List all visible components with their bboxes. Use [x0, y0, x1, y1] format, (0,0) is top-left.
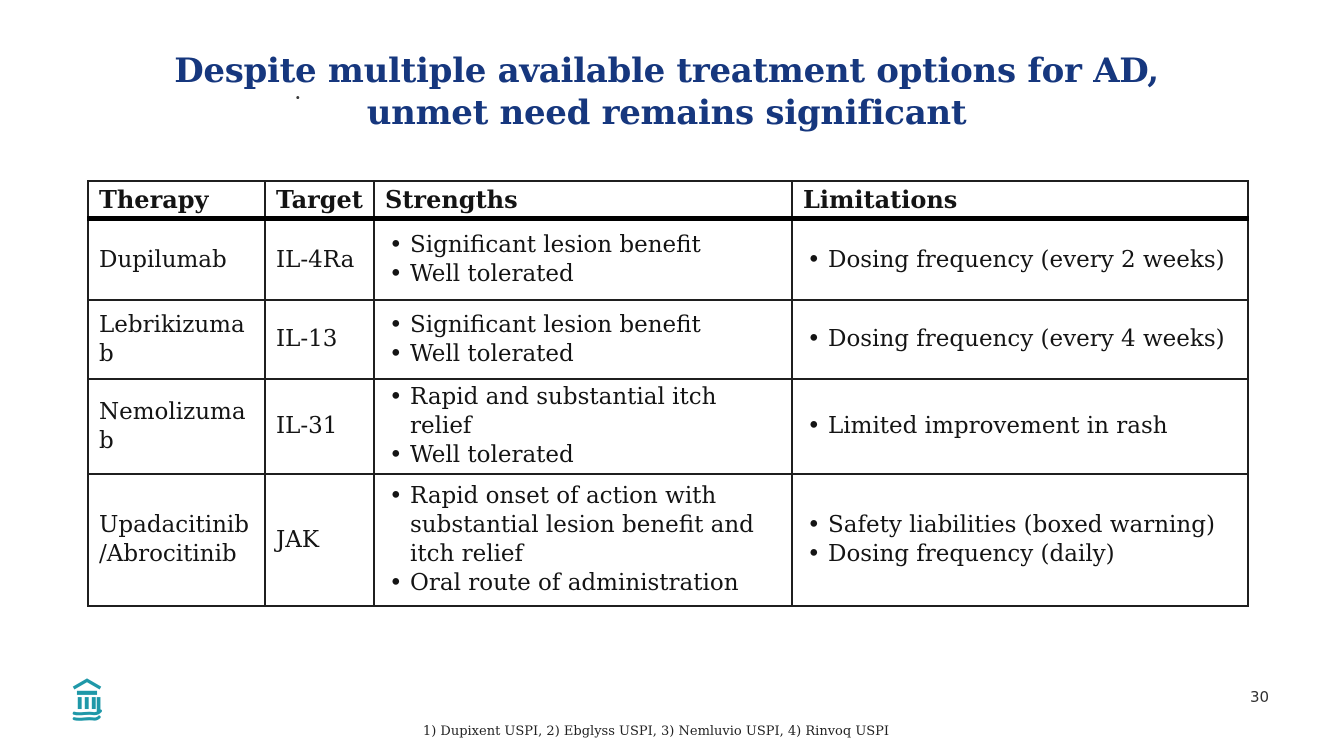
column-header-strengths: Strengths	[373, 180, 793, 221]
limitations-cell: Dosing frequency (every 2 weeks)	[791, 217, 1249, 301]
strengths-cell: Rapid onset of action with substantial l…	[373, 473, 793, 607]
bullet-item: Well tolerated	[385, 340, 783, 369]
limitations-cell: Dosing frequency (every 4 weeks)	[791, 299, 1249, 380]
slide-title: Despite multiple available treatment opt…	[0, 50, 1333, 134]
stray-period-dot: .	[295, 84, 301, 103]
bullet-item: Dosing frequency (every 2 weeks)	[803, 246, 1239, 275]
column-header-target: Target	[264, 180, 375, 221]
table-row: Upadacitinib/Abrocitinib JAK Rapid onset…	[87, 473, 1249, 607]
page-number: 30	[1250, 688, 1270, 706]
limitations-cell: Safety liabilities (boxed warning)Dosing…	[791, 473, 1249, 607]
column-header-limitations: Limitations	[791, 180, 1249, 221]
limitations-cell: Limited improvement in rash	[791, 378, 1249, 475]
bullet-item: Dosing frequency (daily)	[803, 540, 1239, 569]
therapy-cell: Nemolizumab	[87, 378, 266, 475]
bullet-item: Safety liabilities (boxed warning)	[803, 511, 1239, 540]
limitations-list: Dosing frequency (every 2 weeks)	[803, 246, 1239, 275]
bullet-item: Rapid onset of action with substantial l…	[385, 482, 783, 569]
strengths-list: Significant lesion benefitWell tolerated	[385, 311, 783, 369]
strengths-cell: Significant lesion benefitWell tolerated	[373, 299, 793, 380]
table-row: Nemolizumab IL-31 Rapid and substantial …	[87, 378, 1249, 475]
target-cell: IL-31	[264, 378, 375, 475]
target-cell: IL-13	[264, 299, 375, 380]
bullet-item: Well tolerated	[385, 260, 783, 289]
therapy-cell: Upadacitinib/Abrocitinib	[87, 473, 266, 607]
bullet-item: Well tolerated	[385, 441, 783, 470]
slide-title-line-2: unmet need remains significant	[366, 93, 967, 133]
strengths-list: Rapid and substantial itch reliefWell to…	[385, 383, 783, 470]
limitations-list: Safety liabilities (boxed warning)Dosing…	[803, 511, 1239, 569]
limitations-list: Limited improvement in rash	[803, 412, 1239, 441]
therapy-cell: Lebrikizumab	[87, 299, 266, 380]
bullet-item: Limited improvement in rash	[803, 412, 1239, 441]
target-cell: IL-4Ra	[264, 217, 375, 301]
table-header-row: Therapy Target Strengths Limitations	[87, 180, 1249, 221]
strengths-list: Significant lesion benefitWell tolerated	[385, 231, 783, 289]
strengths-cell: Significant lesion benefitWell tolerated	[373, 217, 793, 301]
slide-title-line-1: Despite multiple available treatment opt…	[174, 51, 1159, 91]
strengths-cell: Rapid and substantial itch reliefWell to…	[373, 378, 793, 475]
strengths-list: Rapid onset of action with substantial l…	[385, 482, 783, 598]
bullet-item: Rapid and substantial itch relief	[385, 383, 783, 441]
bullet-item: Significant lesion benefit	[385, 231, 783, 260]
bullet-item: Oral route of administration	[385, 569, 783, 598]
column-header-therapy: Therapy	[87, 180, 266, 221]
bullet-item: Significant lesion benefit	[385, 311, 783, 340]
bullet-item: Dosing frequency (every 4 weeks)	[803, 325, 1239, 354]
table-row: Lebrikizumab IL-13 Significant lesion be…	[87, 299, 1249, 380]
table-row: Dupilumab IL-4Ra Significant lesion bene…	[87, 217, 1249, 301]
therapy-cell: Dupilumab	[87, 217, 266, 301]
limitations-list: Dosing frequency (every 4 weeks)	[803, 325, 1239, 354]
therapy-comparison-table: Therapy Target Strengths Limitations Dup…	[87, 180, 1249, 607]
building-columns-logo-icon	[71, 678, 103, 721]
footnote-sources: 1) Dupixent USPI, 2) Ebglyss USPI, 3) Ne…	[422, 724, 890, 739]
target-cell: JAK	[264, 473, 375, 607]
